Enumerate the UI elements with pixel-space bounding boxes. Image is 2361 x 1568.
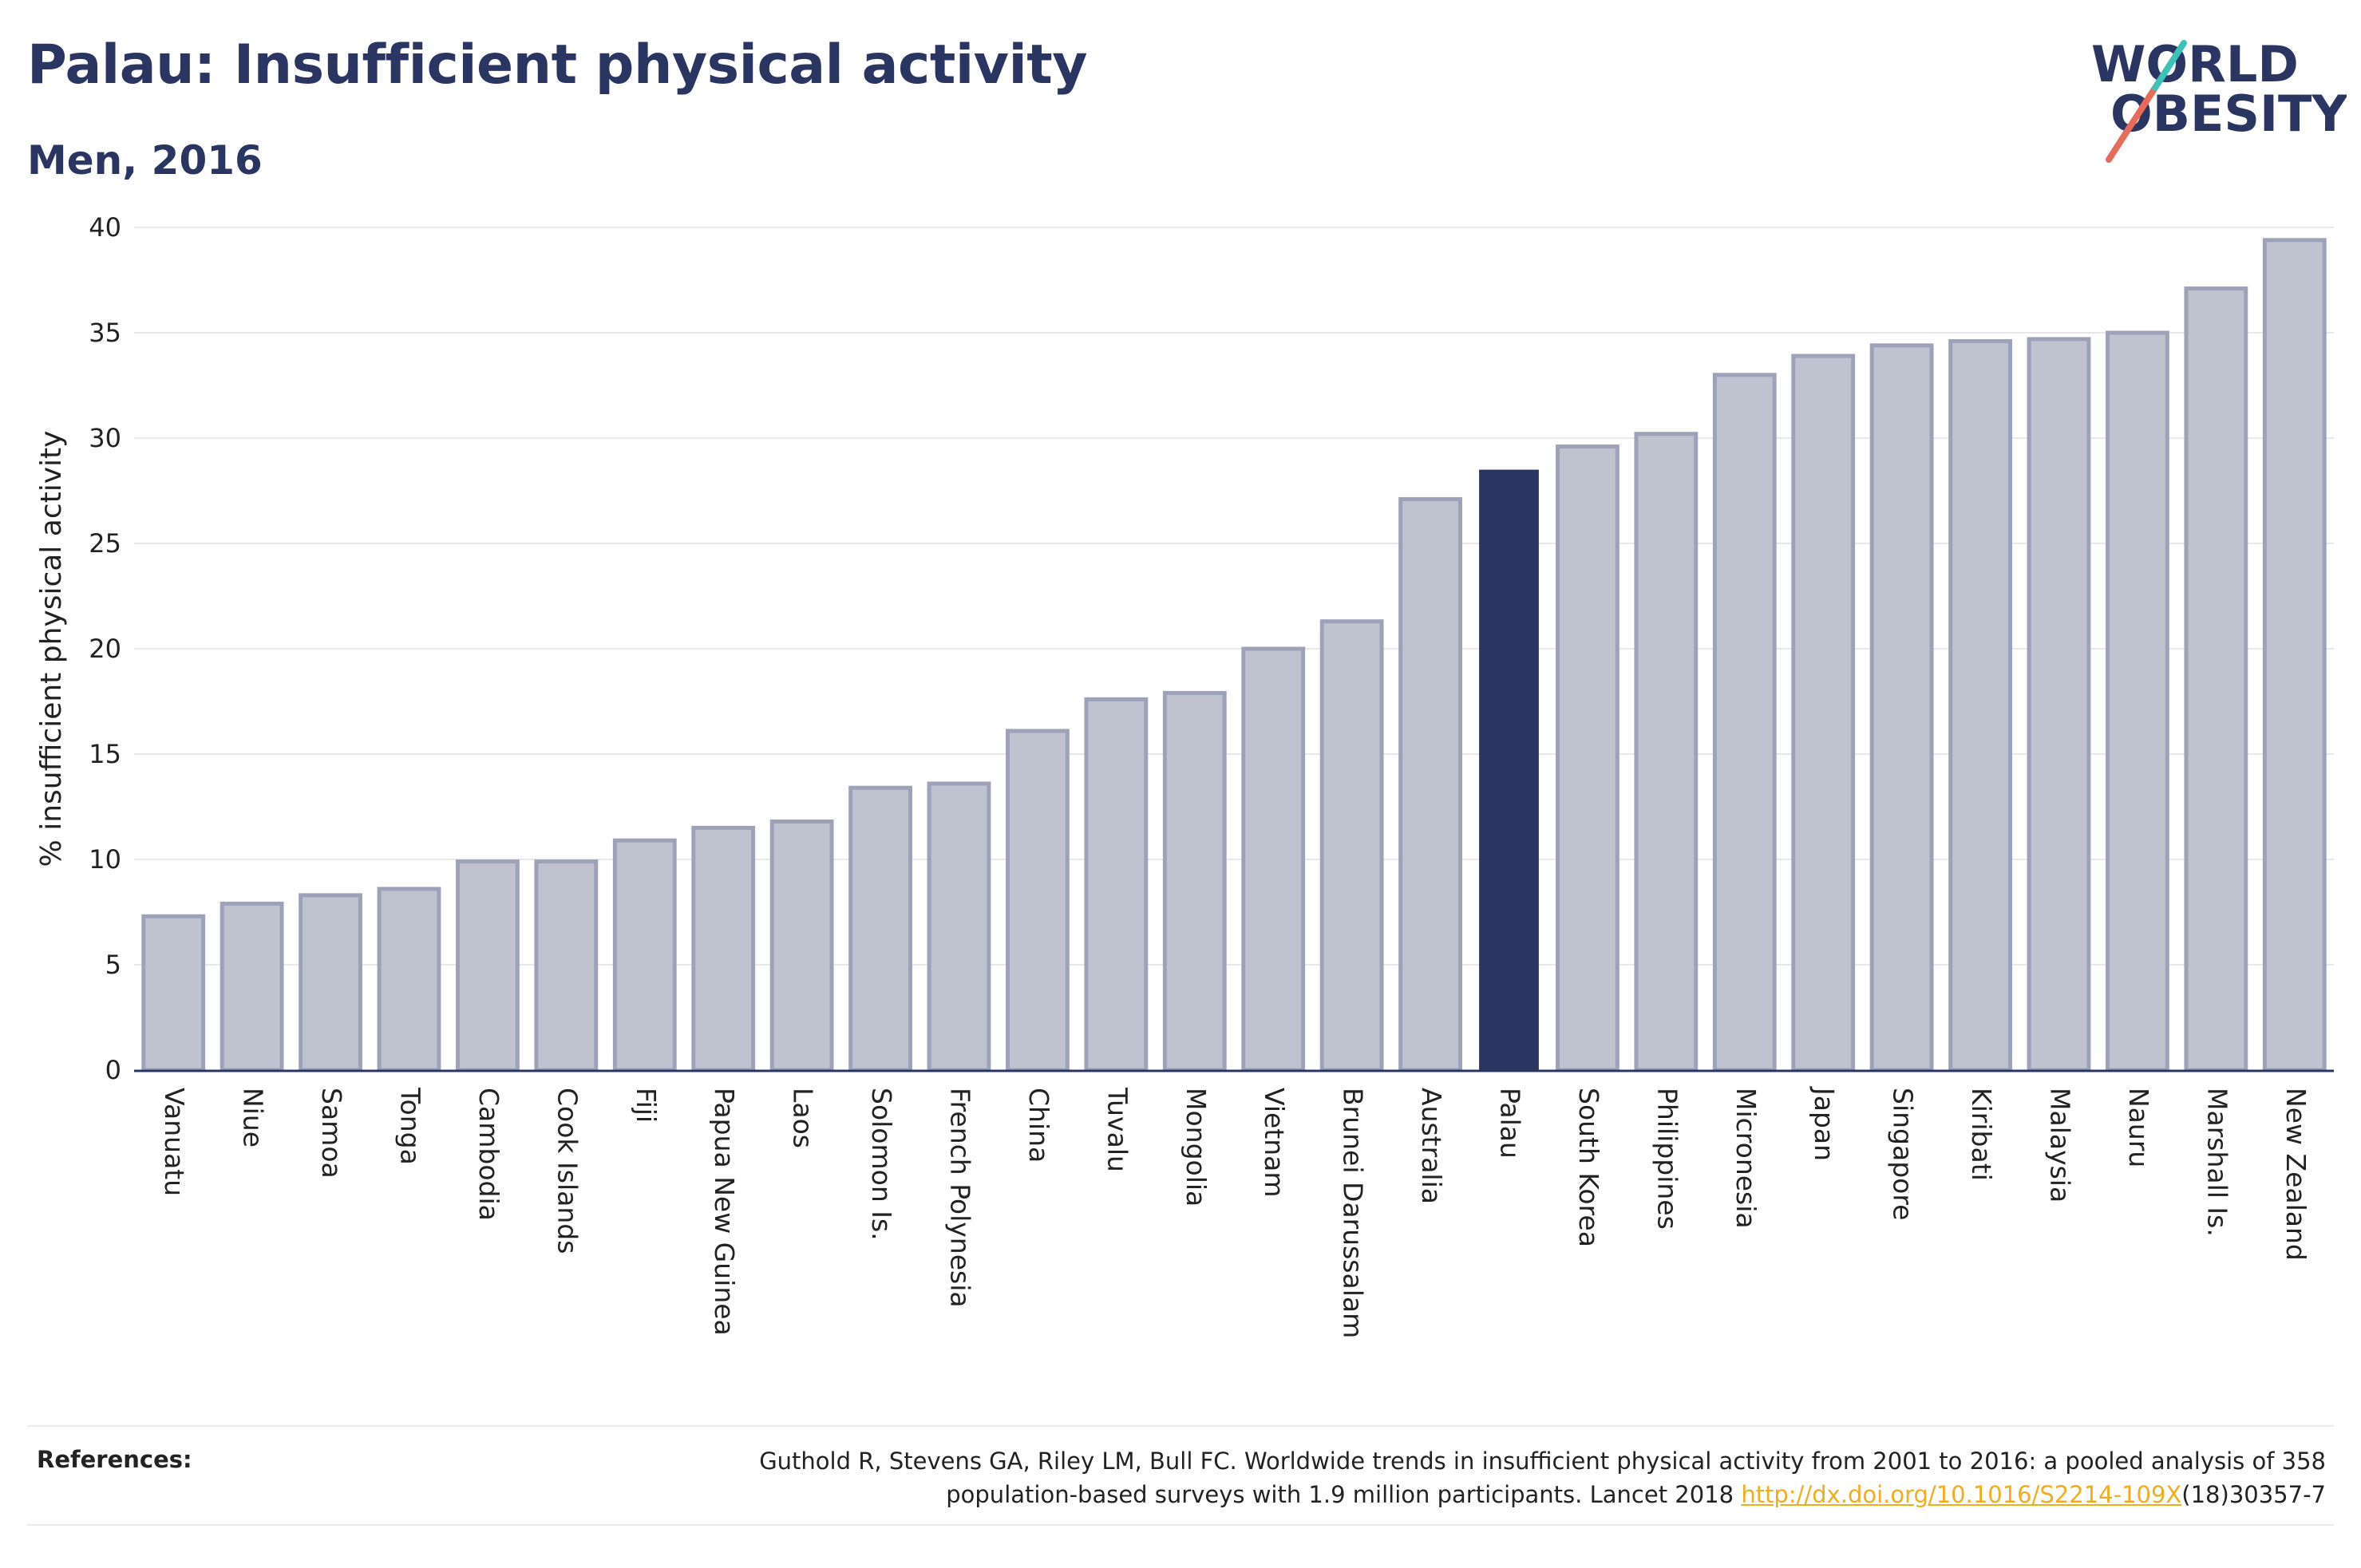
x-tick-label: Vanuatu	[159, 1088, 190, 1196]
y-tick-label: 20	[89, 634, 121, 664]
y-tick-label: 15	[89, 739, 121, 769]
x-tick-label: Samoa	[316, 1088, 347, 1179]
bar-philippines	[1634, 432, 1699, 1072]
bar-vanuatu	[141, 914, 206, 1072]
y-tick-label: 35	[89, 318, 121, 348]
y-axis-ticks: 0 5 10 15 20 25 30 35 40	[89, 212, 121, 1085]
x-tick-label: Brunei Darussalam	[1338, 1088, 1369, 1338]
x-tick-label: Singapore	[1888, 1088, 1919, 1220]
reference-line-1: Guthold R, Stevens GA, Riley LM, Bull FC…	[759, 1448, 2326, 1475]
bar-mongolia	[1162, 690, 1227, 1072]
bar-new-zealand	[2262, 238, 2327, 1072]
x-tick-label: New Zealand	[2280, 1088, 2312, 1261]
reference-line-2-prefix: population-based surveys with 1.9 millio…	[946, 1481, 1742, 1508]
x-tick-label: Marshall Is.	[2201, 1088, 2232, 1237]
references-top-rule	[27, 1425, 2334, 1427]
bar-kiribati	[1948, 339, 2012, 1072]
bar-south-korea	[1556, 444, 1619, 1072]
bar-tonga	[377, 887, 441, 1072]
x-tick-label: Cook Islands	[552, 1088, 583, 1254]
x-tick-label: Tonga	[395, 1087, 426, 1165]
bar-brunei-darussalam	[1319, 619, 1384, 1072]
bar-cook-islands	[534, 859, 599, 1072]
y-tick-label: 5	[105, 950, 121, 980]
x-tick-label: Nauru	[2123, 1088, 2154, 1167]
references-label: References:	[37, 1446, 192, 1473]
chart-subtitle: Men, 2016	[27, 137, 263, 184]
x-tick-label: Niue	[238, 1088, 269, 1147]
y-axis-label: % insufficient physical activity	[35, 431, 68, 867]
bar-papua-new-guinea	[691, 825, 756, 1072]
reference-doi-link[interactable]: http://dx.doi.org/10.1016/S2214-109X	[1741, 1481, 2182, 1508]
logo-slash-teal	[2152, 40, 2187, 91]
x-tick-label: Philippines	[1651, 1088, 1683, 1230]
x-tick-label: Australia	[1416, 1088, 1447, 1204]
bar-cambodia	[456, 859, 520, 1072]
x-tick-label: Palau	[1495, 1088, 1526, 1159]
references-text: Guthold R, Stevens GA, Riley LM, Bull FC…	[490, 1444, 2326, 1511]
x-tick-label: Mongolia	[1180, 1088, 1212, 1207]
x-tick-label: Fiji	[631, 1088, 662, 1123]
x-tick-label: Papua New Guinea	[709, 1088, 740, 1336]
x-tick-label: French Polynesia	[945, 1088, 976, 1308]
bar-vietnam	[1241, 646, 1306, 1072]
bars	[141, 238, 2327, 1072]
bar-chart: 0 5 10 15 20 25 30 35 40 Vanuatu Niue Samoa Tonga Ca…	[35, 212, 2334, 1338]
y-tick-label: 40	[89, 212, 121, 243]
x-axis-tick-labels: Vanuatu Niue Samoa Tonga Cambodia Cook Island…	[159, 1086, 2312, 1338]
bar-laos	[769, 819, 834, 1072]
bar-malaysia	[2027, 337, 2091, 1072]
world-obesity-logo: WORLD OBESITY	[2091, 35, 2347, 163]
y-tick-label: 10	[89, 844, 121, 875]
bar-palau	[1479, 469, 1539, 1070]
bar-micronesia	[1712, 373, 1777, 1072]
bar-nauru	[2106, 330, 2169, 1072]
bar-french-polynesia	[927, 781, 991, 1072]
x-tick-label: Tuvalu	[1101, 1087, 1133, 1172]
bar-australia	[1398, 497, 1462, 1072]
reference-line-2-suffix: (18)30357-7	[2181, 1481, 2326, 1508]
references-bottom-rule	[27, 1524, 2334, 1526]
bar-niue	[219, 901, 284, 1072]
bar-china	[1006, 729, 1070, 1072]
x-tick-label: China	[1023, 1088, 1054, 1163]
y-tick-label: 30	[89, 423, 121, 453]
x-tick-label: Solomon Is.	[866, 1088, 897, 1241]
logo-slash-coral	[2106, 85, 2158, 163]
bar-samoa	[299, 893, 362, 1072]
bar-singapore	[1869, 343, 1934, 1072]
bar-japan	[1791, 353, 1856, 1072]
x-tick-label: Japan	[1809, 1086, 1840, 1161]
x-tick-label: Micronesia	[1730, 1088, 1762, 1229]
bar-fiji	[612, 838, 677, 1072]
x-tick-label: Malaysia	[2045, 1088, 2076, 1203]
x-tick-label: Vietnam	[1259, 1088, 1290, 1198]
bar-solomon-is	[848, 785, 912, 1072]
bar-tuvalu	[1084, 697, 1149, 1072]
x-tick-label: Laos	[788, 1088, 819, 1148]
chart-title: Palau: Insufficient physical activity	[27, 34, 1088, 97]
bar-marshall-is	[2184, 286, 2248, 1072]
x-tick-label: Cambodia	[473, 1088, 504, 1221]
y-tick-label: 0	[105, 1055, 121, 1085]
logo-line-1: WORLD	[2091, 35, 2299, 93]
x-tick-label: South Korea	[1573, 1088, 1604, 1247]
y-tick-label: 25	[89, 528, 121, 559]
x-tick-label: Kiribati	[1966, 1088, 1997, 1181]
